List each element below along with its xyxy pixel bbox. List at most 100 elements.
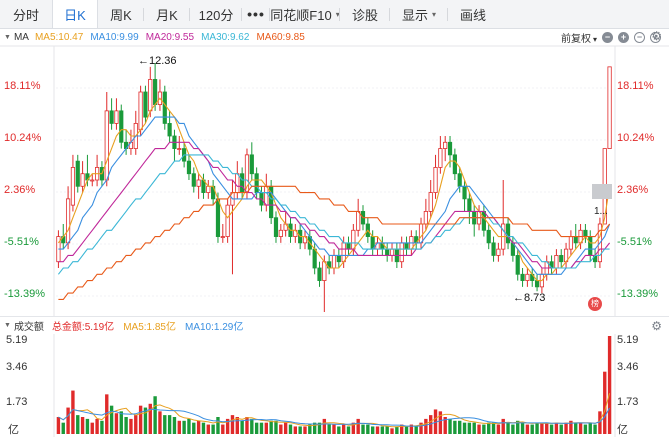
candle-body <box>559 255 564 263</box>
collapse-arrow-icon[interactable]: ▼ <box>4 322 11 329</box>
candle-body <box>317 267 322 281</box>
volume-value-1: MA5:1.85亿 <box>123 322 176 333</box>
volume-settings-gear-icon[interactable]: ⚙ <box>651 318 662 333</box>
candle-body <box>520 273 525 281</box>
tab-4[interactable]: 120分 <box>190 0 242 28</box>
volume-bar <box>564 422 568 434</box>
tab-0[interactable]: 分时 <box>0 0 52 28</box>
chart-tab-bar: 分时 日K 周K 月K 120分 ••• 同花顺F10 ▾ 诊股 显示 ▾ 画线 <box>0 0 669 29</box>
ma-value-0: MA5:10.47 <box>34 32 84 43</box>
low-price-annotation: ←8.73 <box>513 292 546 304</box>
volume-bar <box>593 424 597 434</box>
volume-bar <box>322 418 327 434</box>
candle-body <box>331 255 337 269</box>
volume-axis-label-right: 亿 <box>617 424 628 436</box>
volume-bar <box>221 424 225 434</box>
volume-bar <box>283 422 288 434</box>
volume-bar <box>196 420 201 434</box>
candle-body <box>554 255 559 269</box>
volume-bar <box>540 422 544 434</box>
volume-bar <box>119 411 123 434</box>
settings-gear-icon[interactable]: ⚙ <box>651 29 662 43</box>
volume-bar <box>603 371 607 434</box>
candle-body <box>346 242 351 250</box>
tab-8[interactable]: 显示 ▾ <box>390 0 448 28</box>
tab-3[interactable]: 月K <box>144 0 190 28</box>
volume-bar <box>356 418 360 434</box>
volume-bar <box>453 420 457 434</box>
zoom-out-icon[interactable]: − <box>602 32 613 43</box>
volume-bar <box>312 422 317 434</box>
candle-body <box>138 91 143 131</box>
minus-circle-icon[interactable]: − <box>634 32 645 43</box>
candle-body <box>423 211 428 225</box>
volume-bar <box>245 417 249 434</box>
volume-bar <box>549 424 554 434</box>
tab-label: 日K <box>64 7 86 23</box>
candle-body <box>568 236 573 250</box>
volume-bar <box>588 422 592 434</box>
candle-body <box>167 123 172 137</box>
adjust-select[interactable]: 前复权 ▾ <box>560 34 597 45</box>
volume-bar <box>472 422 476 434</box>
tab-9[interactable]: 画线 <box>448 0 498 28</box>
volume-bar <box>317 422 322 434</box>
volume-bar <box>395 426 399 434</box>
volume-bar <box>390 428 394 434</box>
tab-7[interactable]: 诊股 <box>340 0 390 28</box>
candle-body <box>515 255 520 275</box>
volume-bar <box>71 390 75 434</box>
volume-bar <box>105 394 109 434</box>
candle-body <box>143 91 148 118</box>
volume-bar <box>501 418 505 434</box>
price-axis-label-right: 2.36% <box>617 184 649 196</box>
candle-body <box>351 229 356 250</box>
volume-bar <box>206 424 210 434</box>
volume-bar <box>380 426 385 434</box>
candle-body <box>225 204 230 237</box>
tab-1[interactable]: 日K <box>52 0 98 28</box>
candle-body <box>404 242 409 250</box>
candle-body <box>486 229 491 244</box>
tab-5[interactable]: ••• <box>242 0 270 28</box>
collapse-arrow-icon[interactable]: ▼ <box>4 34 11 41</box>
volume-bar <box>438 411 443 434</box>
candle-body <box>75 160 80 187</box>
volume-bar <box>177 420 181 434</box>
price-axis-label-left: 10.24% <box>4 132 42 144</box>
volume-bar <box>148 403 152 434</box>
candle-body <box>206 185 211 193</box>
plus-circle-icon[interactable]: + <box>650 32 661 43</box>
volume-bar <box>129 418 133 434</box>
candle-body <box>491 242 496 256</box>
ranking-badge-icon[interactable]: 榜 <box>588 297 602 311</box>
candle-body <box>443 141 448 149</box>
volume-bar <box>574 422 578 434</box>
zoom-in-icon[interactable]: + <box>618 32 629 43</box>
candle-body <box>196 179 201 187</box>
ma-indicator-title[interactable]: MA <box>13 32 29 43</box>
volume-title[interactable]: 成交额 <box>13 322 44 333</box>
candle-body <box>588 236 593 256</box>
latest-price-tag <box>592 184 612 199</box>
candle-body <box>438 148 443 168</box>
volume-bar <box>525 424 530 434</box>
volume-bar <box>409 424 414 434</box>
tab-2[interactable]: 周K <box>98 0 144 28</box>
volume-bar <box>269 420 273 434</box>
volume-bar <box>158 411 162 434</box>
candle-body <box>457 173 462 187</box>
volume-bar <box>399 424 404 434</box>
volume-bar <box>462 422 467 434</box>
volume-bar <box>308 424 312 434</box>
tab-6[interactable]: 同花顺F10 ▾ <box>270 0 340 28</box>
volume-bar <box>511 424 515 434</box>
volume-axis-label-left: 1.73 <box>6 396 28 408</box>
volume-bar <box>138 405 143 434</box>
volume-bar <box>192 422 196 434</box>
candle-body <box>312 248 317 269</box>
volume-bar <box>124 417 128 434</box>
tab-label: 月K <box>156 7 178 23</box>
volume-bar <box>482 424 486 434</box>
